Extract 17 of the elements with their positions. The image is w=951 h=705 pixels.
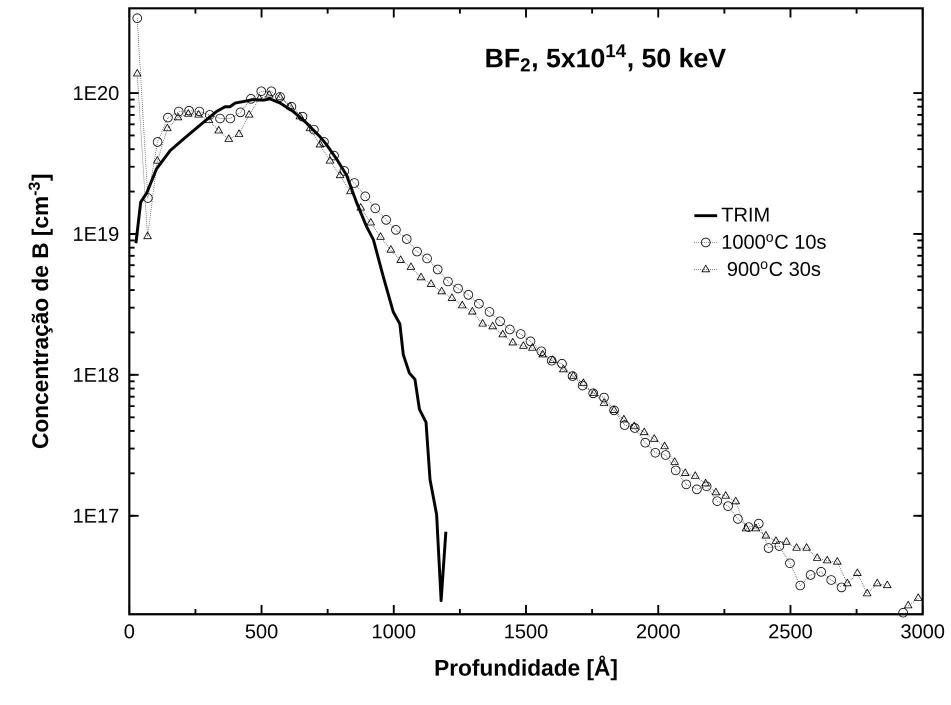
y-tick-label: 1E18: [74, 368, 118, 382]
chart-title: BF$_{2}$, 5x10$^{14}$, 50 keV: [486, 44, 726, 72]
x-tick-label: 0: [124, 624, 134, 638]
x-tick-label: 2500: [769, 624, 812, 638]
legend-label: 900$^{o}$C 30s: [728, 261, 820, 276]
x-tick-label: 3000: [901, 624, 944, 638]
x-tick-label: 1500: [505, 624, 548, 638]
x-axis-title: Profundidade [Å]: [436, 656, 617, 680]
y-tick-label: 1E19: [74, 226, 118, 242]
legend-label: TRIM: [722, 208, 769, 222]
y-axis-title: Concentração de B [cm$^{-3}$]: [28, 174, 53, 448]
y-tick-label: 1E20: [74, 86, 118, 100]
legend-label: 1000$^{o}$C 10s: [722, 234, 826, 249]
x-tick-label: 500: [246, 624, 278, 638]
y-tick-label: 1E17: [74, 508, 118, 523]
x-tick-label: 2000: [636, 624, 680, 638]
x-tick-label: 1000: [373, 624, 416, 638]
